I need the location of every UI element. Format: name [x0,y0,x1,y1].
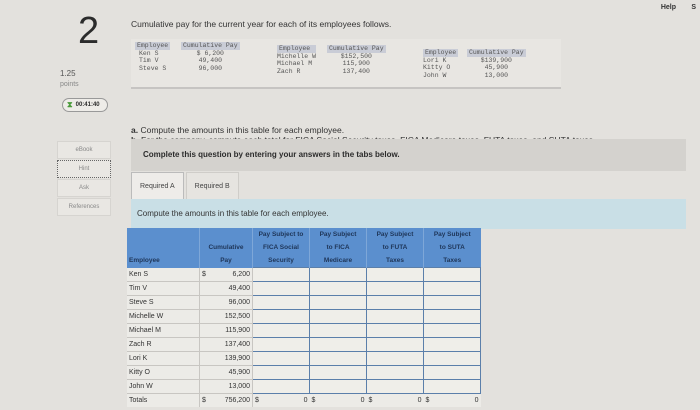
tab-required-a[interactable]: Required A [131,172,184,200]
medicare-input[interactable] [309,309,370,324]
question-number: 2 [78,10,100,52]
points-value: 1.25 [60,69,76,78]
ss-input[interactable] [252,351,313,366]
suta-input[interactable] [423,323,484,338]
futa-input[interactable] [366,309,427,324]
table-row: Ken S $6,200 [127,267,484,282]
suta-input[interactable] [423,351,484,366]
given-col-employee-2: Employee Michelle W Michael M Zach R [277,45,317,75]
points-label: points [60,81,79,88]
total-futa: $0 [366,393,424,407]
futa-input[interactable] [366,337,427,352]
medicare-input[interactable] [309,323,370,338]
futa-input[interactable] [366,281,427,296]
table-row: Lori K 139,900 [127,351,484,366]
futa-input[interactable] [366,379,427,394]
ebook-button[interactable]: eBook [57,141,111,159]
required-a-prompt: Compute the amounts in this table for ea… [131,199,686,229]
totals-row: Totals $ 756,200 $0 $0 $0 $0 [127,393,481,407]
ss-input[interactable] [252,309,313,324]
hint-button[interactable]: Hint [57,160,111,178]
ss-input[interactable] [252,323,313,338]
instruction-a: a. Compute the amounts in this table for… [131,125,345,135]
futa-input[interactable] [366,351,427,366]
suta-input[interactable] [423,379,484,394]
header-cumulative-pay: Cumulative [199,241,253,254]
table-row: Michael M 115,900 [127,323,484,338]
futa-input[interactable] [366,323,427,338]
table-row: Kitty O 45,900 [127,365,484,380]
hourglass-icon: ⧗ [67,100,73,109]
suta-input[interactable] [423,267,484,282]
ss-input[interactable] [252,365,313,380]
suta-input[interactable] [423,281,484,296]
total-ss: $0 [252,393,310,407]
points-info: 1.25 points [60,68,79,90]
suta-input[interactable] [423,337,484,352]
given-col-employee-1: Employee Ken S Tim V Steve S [135,42,171,72]
ask-button[interactable]: Ask [57,179,111,197]
medicare-input[interactable] [309,267,370,282]
timer-value: 00:41:40 [75,102,100,108]
payroll-work-table: Pay Subject to Pay Subject Pay Subject P… [127,228,484,407]
suta-input[interactable] [423,365,484,380]
given-col-pay-2: Cumulative Pay $152,500 115,900 137,400 [327,45,386,75]
table-row: Zach R 137,400 [127,337,484,352]
total-suta: $0 [423,393,481,407]
header-ss: Pay Subject to [252,228,310,241]
ss-input[interactable] [252,379,313,394]
suta-input[interactable] [423,309,484,324]
references-button[interactable]: References [57,198,111,216]
medicare-input[interactable] [309,337,370,352]
table-row: Michelle W 152,500 [127,309,484,324]
header-employee: Employee [127,254,200,268]
side-buttons: eBook Hint Ask References [57,141,111,217]
given-col-pay-1: Cumulative Pay $ 6,200 49,400 96,000 [181,42,240,72]
table-row: Tim V 49,400 [127,281,484,296]
tab-required-b[interactable]: Required B [185,172,239,200]
futa-input[interactable] [366,267,427,282]
ss-input[interactable] [252,267,313,282]
given-col-pay-3: Cumulative Pay $139,900 45,900 13,000 [467,49,526,79]
futa-input[interactable] [366,365,427,380]
tab-bar: Required A Required B [131,172,241,200]
given-col-employee-3: Employee Lori K Kitty O John W [423,49,459,79]
table-row: Steve S 96,000 [127,295,484,310]
ss-input[interactable] [252,295,313,310]
ss-input[interactable] [252,281,313,296]
suta-input[interactable] [423,295,484,310]
help-link[interactable]: Help [660,4,676,11]
timer[interactable]: ⧗ 00:41:40 [62,98,108,112]
given-data-table: Employee Ken S Tim V Steve S Cumulative … [131,39,561,89]
ss-input[interactable] [252,337,313,352]
medicare-input[interactable] [309,351,370,366]
table-row: John W 13,000 [127,379,484,394]
medicare-input[interactable] [309,379,370,394]
complete-instructions-box: Complete this question by entering your … [131,139,686,171]
save-link[interactable]: S [691,4,696,11]
total-medicare: $0 [309,393,367,407]
medicare-input[interactable] [309,295,370,310]
intro-text: Cumulative pay for the current year for … [131,19,392,29]
medicare-input[interactable] [309,365,370,380]
futa-input[interactable] [366,295,427,310]
medicare-input[interactable] [309,281,370,296]
